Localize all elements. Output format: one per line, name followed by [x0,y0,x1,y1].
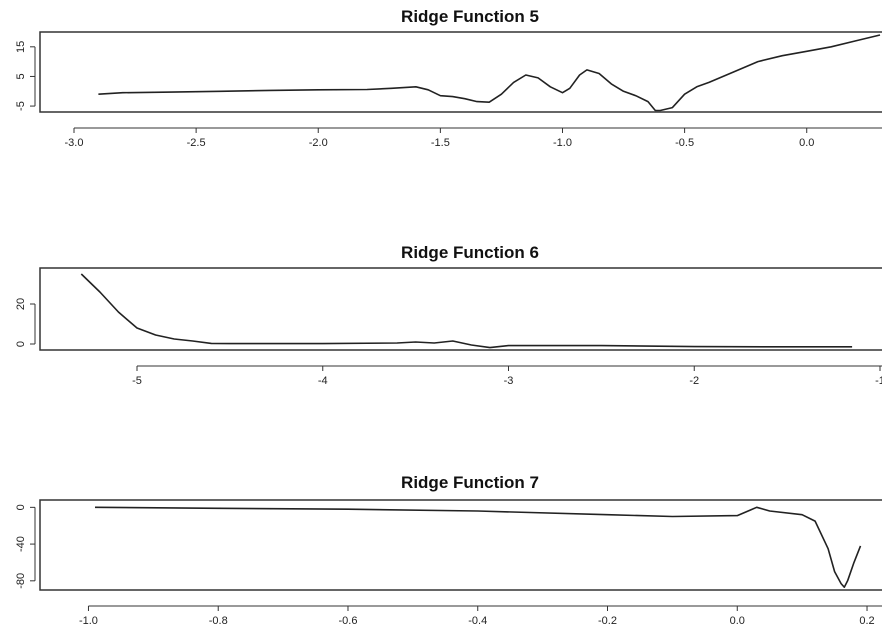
y-tick-label: -5 [15,101,27,111]
x-tick-label: 0.0 [799,137,814,149]
x-tick-label: -1 [875,375,882,387]
ridge-function-7-panel: Ridge Function 7 -1.0 -0.8 -0.6 -0.4 -0.2 0.0… [15,473,882,627]
x-tick-label: -3 [504,375,514,387]
ridge-function-7-title: Ridge Function 7 [401,473,539,492]
x-tick-label: 0.2 [859,615,874,627]
ridge-function-7-frame [39,499,882,591]
y-tick-label: 5 [15,73,27,79]
ridge-function-7-marks: -1.0 -0.8 -0.6 -0.4 -0.2 0.0 0.2 0 -40 -80 [15,504,882,627]
x-tick-label: -1.5 [431,137,450,149]
x-tick-label: -1.0 [79,615,98,627]
x-tick-label: -3.0 [65,137,84,149]
y-tick-label: 20 [15,298,27,310]
ridge-function-6-marks: -5 -4 -3 -2 -1 0 20 [15,273,882,387]
x-tick-label: -4 [318,375,328,387]
ridge-function-curve [98,34,881,112]
x-tick-label: -2 [689,375,699,387]
ridge-function-6-title: Ridge Function 6 [401,243,539,262]
x-tick-label: -2.0 [309,137,328,149]
x-tick-label: 0.0 [730,615,745,627]
x-tick-label: -0.8 [209,615,228,627]
x-tick-label: -0.4 [468,615,487,627]
y-tick-label: -40 [15,536,27,552]
y-tick-label: 0 [15,504,27,510]
ridge-function-5-frame [39,31,882,113]
x-tick-label: -0.6 [338,615,357,627]
y-tick-label: 0 [15,341,27,347]
ridge-function-5-title: Ridge Function 5 [401,7,539,26]
x-tick-label: -0.2 [598,615,617,627]
x-tick-label: -2.5 [187,137,206,149]
y-tick-label: 15 [15,41,27,53]
x-tick-label: -5 [132,375,142,387]
ridge-function-6-panel: Ridge Function 6 -5 -4 -3 -2 -1 0 20 [15,243,882,387]
ridge-function-curve [94,506,862,588]
ridge-function-5-panel: Ridge Function 5 -3.0 -2.5 -2.0 -1.5 -1.0 -0.… [15,7,882,149]
y-tick-label: -80 [15,573,27,589]
ridge-function-6-frame [39,267,882,351]
x-tick-label: -1.0 [553,137,572,149]
ridge-function-curve [80,273,853,349]
x-tick-label: -0.5 [675,137,694,149]
ridge-function-5-marks: -3.0 -2.5 -2.0 -1.5 -1.0 -0.5 0.0 -5 5 15 [15,34,882,149]
